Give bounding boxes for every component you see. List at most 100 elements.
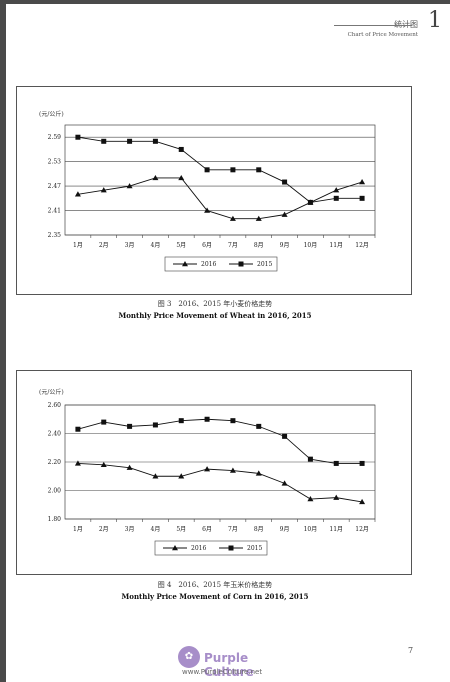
data-point-2016 xyxy=(178,473,185,479)
caption-zh: 图 3 2016、2015 年小麦价格走势 xyxy=(157,300,273,308)
legend-label-2016: 2016 xyxy=(201,261,216,268)
data-point-2016 xyxy=(307,496,314,502)
page-edge-shadow xyxy=(0,0,6,682)
data-point-2015 xyxy=(333,195,339,201)
data-point-2015 xyxy=(359,195,365,201)
legend-marker-2016 xyxy=(182,261,188,267)
data-point-2015 xyxy=(282,433,288,439)
legend-label-2015: 2015 xyxy=(257,261,272,268)
legend-marker-2016 xyxy=(172,545,178,551)
y-unit-label: (元/公斤) xyxy=(39,388,64,396)
y-tick-label: 2.35 xyxy=(48,232,62,239)
running-header: 统计图 Chart of Price Movement 1 xyxy=(348,8,442,38)
y-unit-label: (元/公斤) xyxy=(39,110,64,118)
legend-box xyxy=(154,540,268,556)
data-point-2015 xyxy=(256,423,262,429)
series-line-2015 xyxy=(77,136,363,203)
data-point-2016 xyxy=(255,215,262,221)
wheat-chart-panel: (元/公斤) 2.35 2.41 2.47 2.53 2.59 1月 2月 3月 4月 5月 6月 7月… xyxy=(16,86,412,295)
y-tick-label: 2.40 xyxy=(48,431,62,438)
watermark-logo: ✿ Purple Culture www.PurpleCulture.net xyxy=(178,644,288,679)
caption-en: Monthly Price Movement of Corn in 2016, … xyxy=(121,592,309,601)
x-tick-label: 5月 xyxy=(176,242,186,249)
y-tick-label: 2.47 xyxy=(48,183,62,190)
corn-chart: (元/公斤) 1.80 2.00 2.20 2.40 2.60 1月 2月 3月 4月 5月 6月 7月… xyxy=(39,388,376,556)
y-tick-label: 2.20 xyxy=(48,459,62,466)
series-line-2016 xyxy=(77,177,363,220)
wheat-chart: (元/公斤) 2.35 2.41 2.47 2.53 2.59 1月 2月 3月 4月 5月 6月 7月… xyxy=(39,110,376,272)
data-point-2015 xyxy=(152,138,158,144)
x-tick-label: 1月 xyxy=(73,526,83,533)
x-tick-label: 4月 xyxy=(151,242,161,249)
caption-zh: 图 4 2016、2015 年玉米价格走势 xyxy=(157,581,273,589)
data-point-2016 xyxy=(126,183,133,189)
x-tick-label: 1月 xyxy=(73,242,83,249)
data-point-2015 xyxy=(333,460,339,466)
x-tick-label: 6月 xyxy=(202,526,212,533)
x-tick-label: 8月 xyxy=(254,526,264,533)
x-tick-label: 9月 xyxy=(280,526,290,533)
legend-marker-2015 xyxy=(238,261,244,267)
x-tick-label: 8月 xyxy=(254,242,264,249)
data-point-2015 xyxy=(204,416,210,422)
data-point-2015 xyxy=(178,418,184,424)
x-tick-label: 12月 xyxy=(355,242,369,249)
data-point-2015 xyxy=(230,167,236,173)
data-point-2016 xyxy=(281,480,288,486)
data-point-2015 xyxy=(75,426,81,432)
data-point-2015 xyxy=(230,418,236,424)
data-point-2016 xyxy=(204,466,211,472)
corn-chart-caption: 图 4 2016、2015 年玉米价格走势 Monthly Price Move… xyxy=(0,580,430,601)
data-point-2016 xyxy=(100,461,107,468)
data-point-2015 xyxy=(307,199,313,205)
page-number: 7 xyxy=(408,646,414,655)
y-tick-label: 2.60 xyxy=(48,402,62,409)
page-top-edge xyxy=(0,0,450,4)
y-tick-label: 2.41 xyxy=(48,208,61,215)
data-point-2016 xyxy=(229,215,236,221)
x-tick-label: 12月 xyxy=(355,526,369,533)
data-point-2016 xyxy=(229,467,236,473)
series-line-2016 xyxy=(77,462,363,503)
x-tick-label: 2月 xyxy=(99,526,109,533)
x-tick-label: 5月 xyxy=(176,526,186,533)
data-point-2015 xyxy=(359,460,365,466)
data-point-2016 xyxy=(178,174,185,181)
x-tick-label: 7月 xyxy=(228,526,238,533)
x-tick-label: 7月 xyxy=(228,242,238,249)
data-point-2016 xyxy=(333,187,340,193)
data-point-2015 xyxy=(127,138,133,144)
data-point-2016 xyxy=(255,470,262,476)
chapter-number: 1 xyxy=(428,8,442,33)
y-tick-label: 2.53 xyxy=(48,159,62,166)
y-tick-label: 1.80 xyxy=(48,516,62,523)
legend-box xyxy=(164,256,278,272)
data-point-2016 xyxy=(74,460,81,466)
data-point-2015 xyxy=(101,419,107,425)
data-point-2016 xyxy=(152,473,159,479)
wheat-chart-caption: 图 3 2016、2015 年小麦价格走势 Monthly Price Move… xyxy=(0,299,430,320)
data-point-2016 xyxy=(333,494,340,500)
x-tick-label: 3月 xyxy=(125,526,135,533)
data-point-2015 xyxy=(178,146,184,152)
data-point-2016 xyxy=(74,191,81,197)
x-tick-label: 11月 xyxy=(329,242,343,249)
data-point-2015 xyxy=(204,167,210,173)
x-tick-label: 6月 xyxy=(202,242,212,249)
header-rule xyxy=(334,25,412,26)
data-point-2016 xyxy=(359,179,366,185)
legend-label-2015: 2015 xyxy=(247,545,262,552)
section-title-zh: 统计图 xyxy=(394,19,418,30)
data-point-2015 xyxy=(127,423,133,429)
data-point-2016 xyxy=(204,207,211,213)
x-tick-label: 3月 xyxy=(125,242,135,249)
data-point-2016 xyxy=(281,211,288,217)
legend-marker-2015 xyxy=(228,545,234,551)
data-point-2015 xyxy=(282,179,288,185)
x-tick-label: 10月 xyxy=(304,242,318,249)
series-line-2015 xyxy=(77,418,363,464)
watermark-url: www.PurpleCulture.net xyxy=(182,668,263,676)
data-point-2016 xyxy=(152,174,159,181)
x-tick-label: 2月 xyxy=(99,242,109,249)
corn-chart-panel: (元/公斤) 1.80 2.00 2.20 2.40 2.60 1月 2月 3月 4月 5月 6月 7月… xyxy=(16,370,412,575)
